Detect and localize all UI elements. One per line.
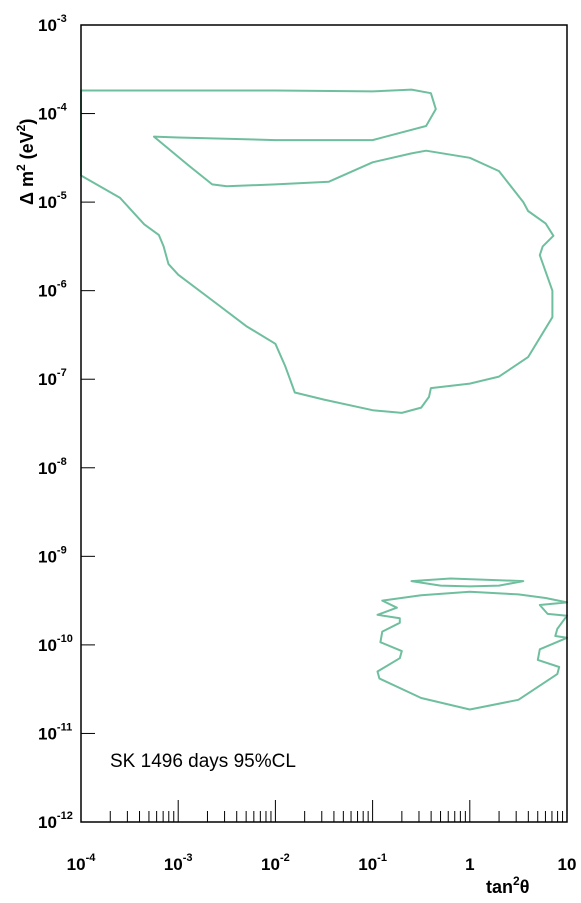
x-tick-label: 10-3: [164, 852, 193, 874]
contour-layer: [80, 88, 568, 711]
y-tick-label: 10-3: [38, 13, 67, 35]
y-tick-marks: [81, 24, 95, 823]
x-tick-label: 1: [465, 855, 474, 874]
y-axis-label: Δ m2 (eV2): [14, 119, 37, 205]
x-tick-label: 10-4: [67, 852, 97, 874]
x-tick-label: 10: [558, 855, 577, 874]
y-tick-label: 10-8: [38, 456, 67, 478]
x-tick-marks: [80, 800, 568, 822]
contour-upper-allowed-region: [80, 88, 555, 414]
y-tick-label: 10-12: [38, 810, 73, 832]
y-tick-label: 10-7: [38, 367, 67, 389]
y-tick-label: 10-4: [38, 102, 68, 124]
y-tick-label: 10-9: [38, 544, 67, 566]
y-tick-label: 10-5: [38, 190, 67, 212]
y-tick-labels: 10-12 10-11 10-10 10-9 10-8 10-7 10-6 10-5 10-4 1…: [38, 13, 73, 832]
plot-frame: [80, 24, 568, 823]
y-tick-label: 10-11: [38, 721, 72, 743]
annotation-text: SK 1496 days 95%CL: [110, 751, 296, 772]
x-tick-label: 10-2: [261, 852, 290, 874]
y-tick-label: 10-10: [38, 633, 73, 655]
x-axis-label: tan2θ: [486, 874, 529, 897]
y-tick-label: 10-6: [38, 279, 67, 301]
x-tick-labels: 10-4 10-3 10-2 10-1 1 10: [67, 852, 577, 874]
contour-lower-island-top: [410, 577, 525, 588]
contour-lower-island-main: [376, 590, 568, 711]
x-tick-label: 10-1: [358, 852, 387, 874]
